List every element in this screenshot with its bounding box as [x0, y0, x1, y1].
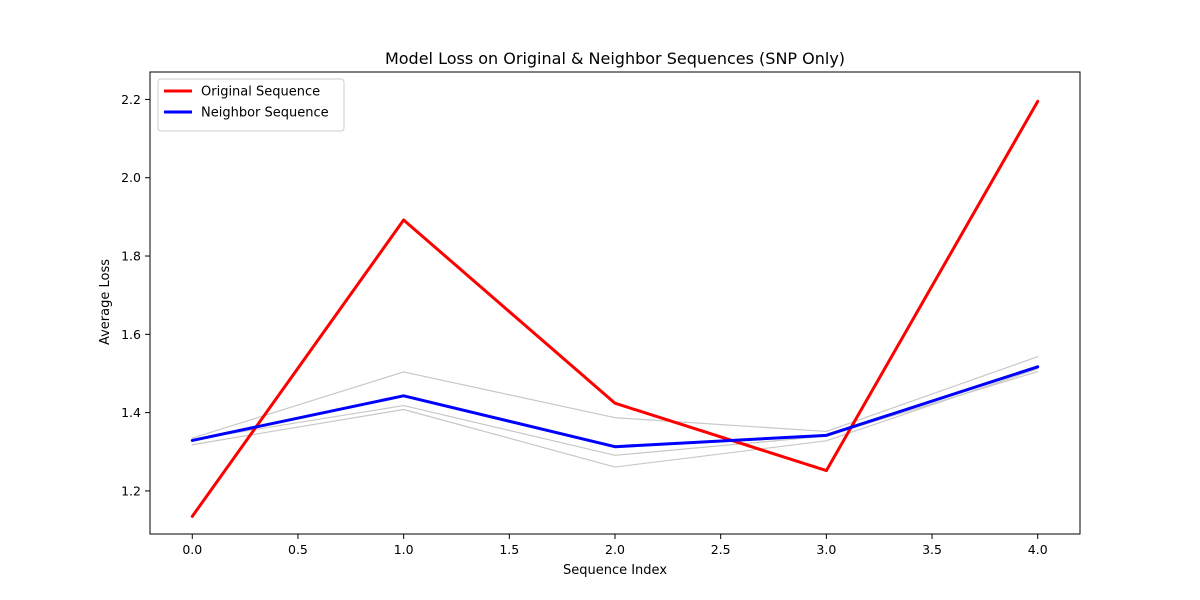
y-axis-label: Average Loss: [98, 259, 113, 345]
series-line-neighbor-sequence: [190, 365, 1040, 449]
x-tick-label: 0.5: [288, 542, 308, 557]
x-axis-label: Sequence Index: [563, 563, 667, 578]
y-tick-label: 1.4: [121, 405, 141, 420]
y-tick-label: 2.2: [121, 92, 141, 107]
x-tick-label: 2.5: [711, 542, 731, 557]
series-line-original-sequence: [190, 99, 1040, 518]
x-tick-label: 3.0: [816, 542, 836, 557]
plot-area: 0.0 0.5 1.0 1.5 2.0 2.5 3.0 3.5 4.0 1.2 1.4 1.6 1.8 2…: [121, 71, 1081, 557]
y-tick-label: 2.0: [121, 170, 141, 185]
background-series-line-2: [191, 356, 1039, 439]
y-tick-label: 1.8: [121, 249, 141, 264]
legend-label-neighbor-sequence: Neighbor Sequence: [201, 106, 329, 121]
legend-box: [157, 78, 345, 132]
y-tick-label: 1.2: [121, 483, 141, 498]
x-tick-label: 3.5: [922, 542, 942, 557]
x-tick-label: 4.0: [1028, 542, 1048, 557]
legend-label-original-sequence: Original Sequence: [201, 85, 320, 100]
x-tick-label: 0.0: [182, 542, 202, 557]
x-tick-label: 2.0: [605, 542, 625, 557]
x-tick-label: 1.0: [394, 542, 414, 557]
legend: Original Sequence Neighbor Sequence: [157, 78, 345, 132]
background-series-line-3: [191, 370, 1039, 456]
y-tick-label: 1.6: [121, 327, 141, 342]
plot-frame: [149, 71, 1081, 535]
chart-title: Model Loss on Original & Neighbor Sequen…: [385, 49, 845, 68]
x-tick-label: 1.5: [499, 542, 519, 557]
background-series-line-4: [191, 368, 1039, 468]
